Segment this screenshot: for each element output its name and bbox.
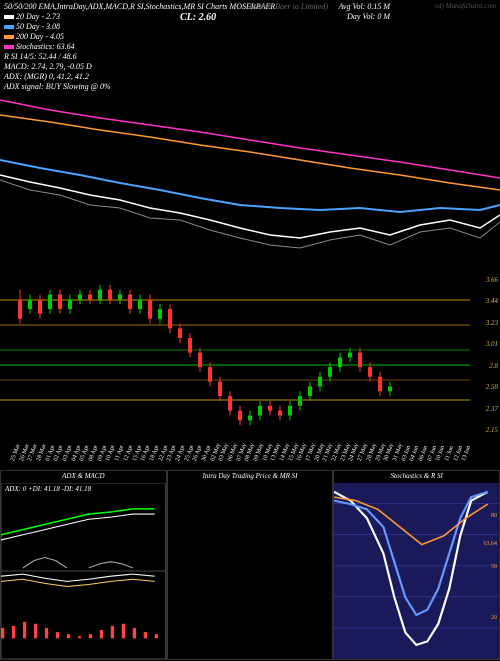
y-axis-label: 2.8 bbox=[489, 362, 498, 370]
stoch-y-label: 63.64 bbox=[484, 541, 498, 547]
indicator-line: MACD: 2.74, 2.79, -0.05 D bbox=[4, 62, 496, 72]
adx-overlay: ADX: 0 +DI: 41.18 -DI: 41.18 bbox=[5, 485, 91, 493]
watermark: ed) MunafaSutra.com bbox=[435, 2, 496, 10]
panel-title: Stochastics & R SI bbox=[334, 471, 499, 483]
avg-vol: Avg Vol: 0.15 M bbox=[338, 2, 390, 11]
y-axis-label: 3.66 bbox=[486, 276, 498, 284]
color-swatch bbox=[4, 25, 14, 29]
header-grey: (Moser Baer ia Limited) bbox=[250, 2, 328, 12]
day-vol: Day Vol: 0 M bbox=[347, 12, 390, 21]
indicator-line: 20 Day - 2.73 bbox=[4, 12, 496, 22]
indicator-line: Stochastics: 63.64 bbox=[4, 42, 496, 52]
moving-average-chart bbox=[0, 80, 500, 280]
stoch-y-label: 50 bbox=[491, 564, 497, 570]
chart-header: 50/50/200 EMA,IntraDay,ADX,MACD,R SI,Sto… bbox=[0, 0, 500, 80]
adx-macd-panel: ADX & MACD ADX: 0 +DI: 41.18 -DI: 41.18 bbox=[0, 470, 167, 660]
intraday-panel: Intra Day Trading Price & MR SI bbox=[167, 470, 334, 660]
header-top-line: 50/50/200 EMA,IntraDay,ADX,MACD,R SI,Sto… bbox=[4, 2, 275, 11]
stochastics-panel: Stochastics & R SI 80 63.64 50 20 bbox=[333, 470, 500, 660]
indicator-line: 200 Day - 4.05 bbox=[4, 32, 496, 42]
candlestick-chart: 3.663.443.233.012.82.582.372.15 bbox=[0, 280, 500, 430]
color-swatch bbox=[4, 15, 14, 19]
indicator-line: R SI 14/5: 52.44 / 48.6 bbox=[4, 52, 496, 62]
close-label: CL: 2.60 bbox=[180, 12, 216, 23]
indicator-panels: ADX & MACD ADX: 0 +DI: 41.18 -DI: 41.18 … bbox=[0, 470, 500, 660]
y-axis-label: 2.37 bbox=[486, 405, 498, 413]
panel-title: Intra Day Trading Price & MR SI bbox=[168, 471, 333, 483]
stoch-y-label: 80 bbox=[491, 513, 497, 519]
indicator-line: 50 Day - 3.08 bbox=[4, 22, 496, 32]
y-axis-label: 3.23 bbox=[486, 319, 498, 327]
color-swatch bbox=[4, 35, 14, 39]
y-axis-label: 3.01 bbox=[486, 340, 498, 348]
y-axis-label: 2.58 bbox=[486, 383, 498, 391]
panel-title: ADX & MACD bbox=[1, 471, 166, 483]
color-swatch bbox=[4, 45, 14, 49]
y-axis-label: 3.44 bbox=[486, 297, 498, 305]
date-axis: 25 Mar26 Mar27 Mar28 Mar01 Apr02 Apr03 A… bbox=[0, 430, 500, 470]
stoch-y-label: 20 bbox=[491, 615, 497, 621]
